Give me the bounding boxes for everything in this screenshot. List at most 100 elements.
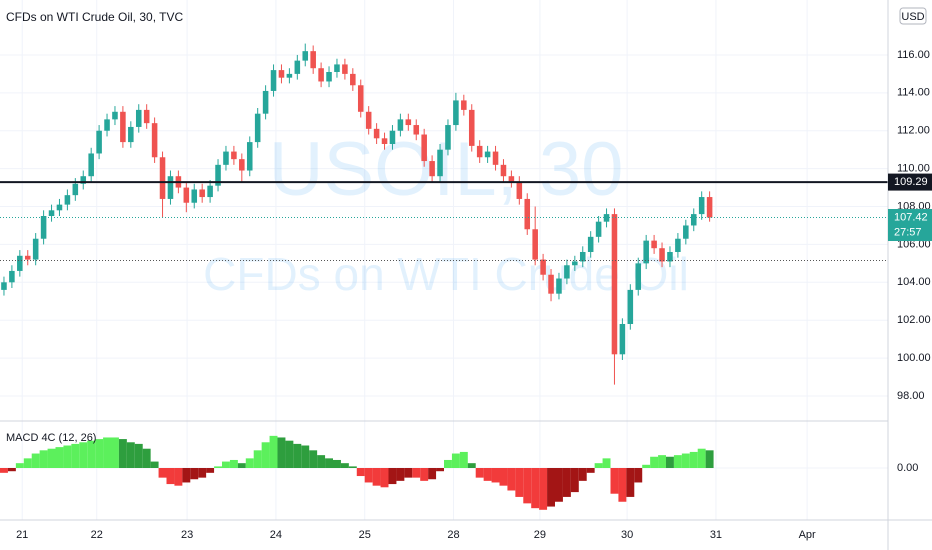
x-tick-label: 29 (534, 529, 546, 541)
macd-bar (372, 468, 381, 486)
candle-body (508, 176, 515, 182)
background-layer (0, 0, 888, 520)
candle-body (500, 164, 507, 177)
candle-body (540, 259, 546, 275)
candle-body (556, 278, 562, 294)
macd-bar (602, 458, 611, 468)
candle-body (72, 183, 79, 196)
macd-bar (39, 450, 48, 468)
macd-bar (436, 468, 444, 472)
candle-body (120, 111, 126, 143)
macd-bar (356, 468, 365, 477)
x-tick-label: 31 (710, 529, 722, 541)
macd-bar (539, 468, 548, 510)
candle-body (476, 145, 483, 158)
candle-body (532, 229, 538, 260)
macd-bar (7, 468, 16, 472)
macd-bar (444, 459, 452, 468)
candle-body (587, 236, 594, 252)
macd-bar (15, 463, 24, 468)
macd-bar (626, 468, 635, 497)
macd-bar (547, 468, 555, 507)
candle-body (389, 130, 396, 144)
indicator-title: MACD 4C (12, 26) (6, 432, 96, 444)
macd-bar (348, 466, 357, 468)
candle-body (294, 60, 301, 74)
macd-bar (63, 445, 72, 468)
macd-bar (103, 437, 111, 468)
currency-button[interactable] (899, 7, 927, 25)
candle-body (683, 225, 689, 239)
candle-body (579, 251, 586, 262)
macd-bar (47, 448, 56, 468)
candle-body (286, 73, 293, 78)
macd-bar (388, 468, 397, 485)
x-tick-label: 22 (91, 529, 103, 541)
macd-bar (340, 463, 349, 468)
candle-body (437, 149, 443, 177)
candle-body (112, 111, 118, 120)
candle-body (9, 270, 15, 283)
macd-bar (697, 448, 706, 468)
candle-body (183, 187, 190, 203)
candle-body (627, 289, 634, 324)
macd-bar (428, 468, 437, 480)
macd-bar (578, 468, 587, 481)
candle-body (548, 274, 554, 294)
candle-body (675, 238, 681, 252)
macd-bar (634, 468, 643, 483)
candle-body (135, 109, 142, 127)
x-tick-label: 21 (16, 529, 28, 541)
y-tick-label: 116.00 (897, 49, 930, 61)
candle-body (373, 128, 380, 139)
macd-bar (0, 468, 8, 473)
candle-body (56, 204, 63, 211)
candle-body (572, 261, 578, 266)
y-tick-label: 112.00 (897, 125, 930, 137)
macd-bar (531, 468, 540, 509)
x-tick-label: 30 (621, 529, 633, 541)
candle-body (365, 111, 372, 129)
candle-body (318, 68, 324, 82)
currency-label[interactable]: USD (901, 11, 924, 23)
macd-bar (87, 440, 96, 468)
candle-body (461, 100, 467, 110)
candle-body (342, 64, 348, 74)
candle-body (421, 134, 427, 162)
countdown-label: 27:57 (894, 226, 922, 238)
candle-body (96, 130, 102, 154)
candle-body (159, 157, 166, 199)
macd-bar (23, 458, 32, 468)
candle-body (64, 195, 71, 205)
macd-bar (459, 451, 468, 468)
macd-bar (79, 442, 88, 468)
price-line-label: 107.42 (894, 211, 928, 223)
candle-body (492, 151, 499, 165)
candle-body (595, 221, 602, 237)
macd-bar (515, 468, 524, 497)
macd-bar (134, 443, 143, 468)
macd-bar (673, 455, 682, 468)
macd-bar (190, 468, 199, 480)
candle-body (310, 51, 316, 69)
macd-bar (150, 461, 159, 468)
macd-bar (507, 468, 516, 491)
macd-bar (364, 468, 373, 483)
candle-body (215, 164, 221, 186)
candle-body (254, 113, 261, 143)
macd-bar (483, 468, 492, 481)
candle-body (24, 255, 31, 260)
candle-body (350, 73, 356, 86)
macd-bar (681, 453, 690, 468)
macd-bar (412, 468, 421, 478)
candle-body (635, 263, 642, 290)
macd-bar (467, 463, 476, 468)
candle-body (405, 119, 412, 126)
candle-body (357, 85, 364, 112)
macd-bar (380, 468, 389, 488)
watermark-description: CFDs on WTI Crude Oil (203, 248, 689, 300)
x-tick-label: Apr (799, 529, 816, 541)
macd-bar (166, 468, 175, 485)
macd-bar (317, 455, 326, 468)
macd-bar (206, 468, 215, 473)
